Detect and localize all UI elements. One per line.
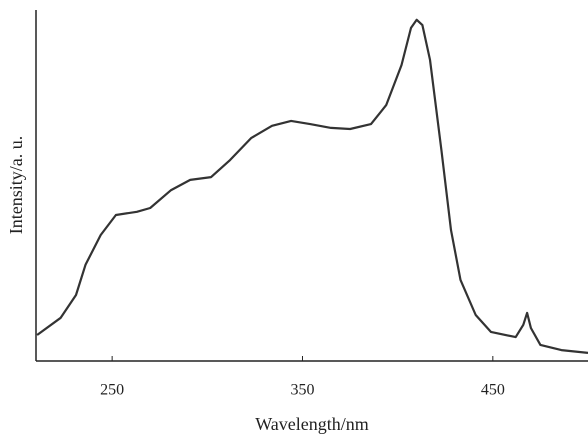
spectrum-line (36, 18, 588, 354)
y-axis-label: Intensity/a. u. (6, 136, 26, 234)
x-tick-label: 250 (100, 382, 124, 399)
x-axis-label: Wavelength/nm (255, 414, 369, 434)
x-tick-label: 450 (481, 382, 505, 399)
x-tick-label: 350 (290, 382, 314, 399)
